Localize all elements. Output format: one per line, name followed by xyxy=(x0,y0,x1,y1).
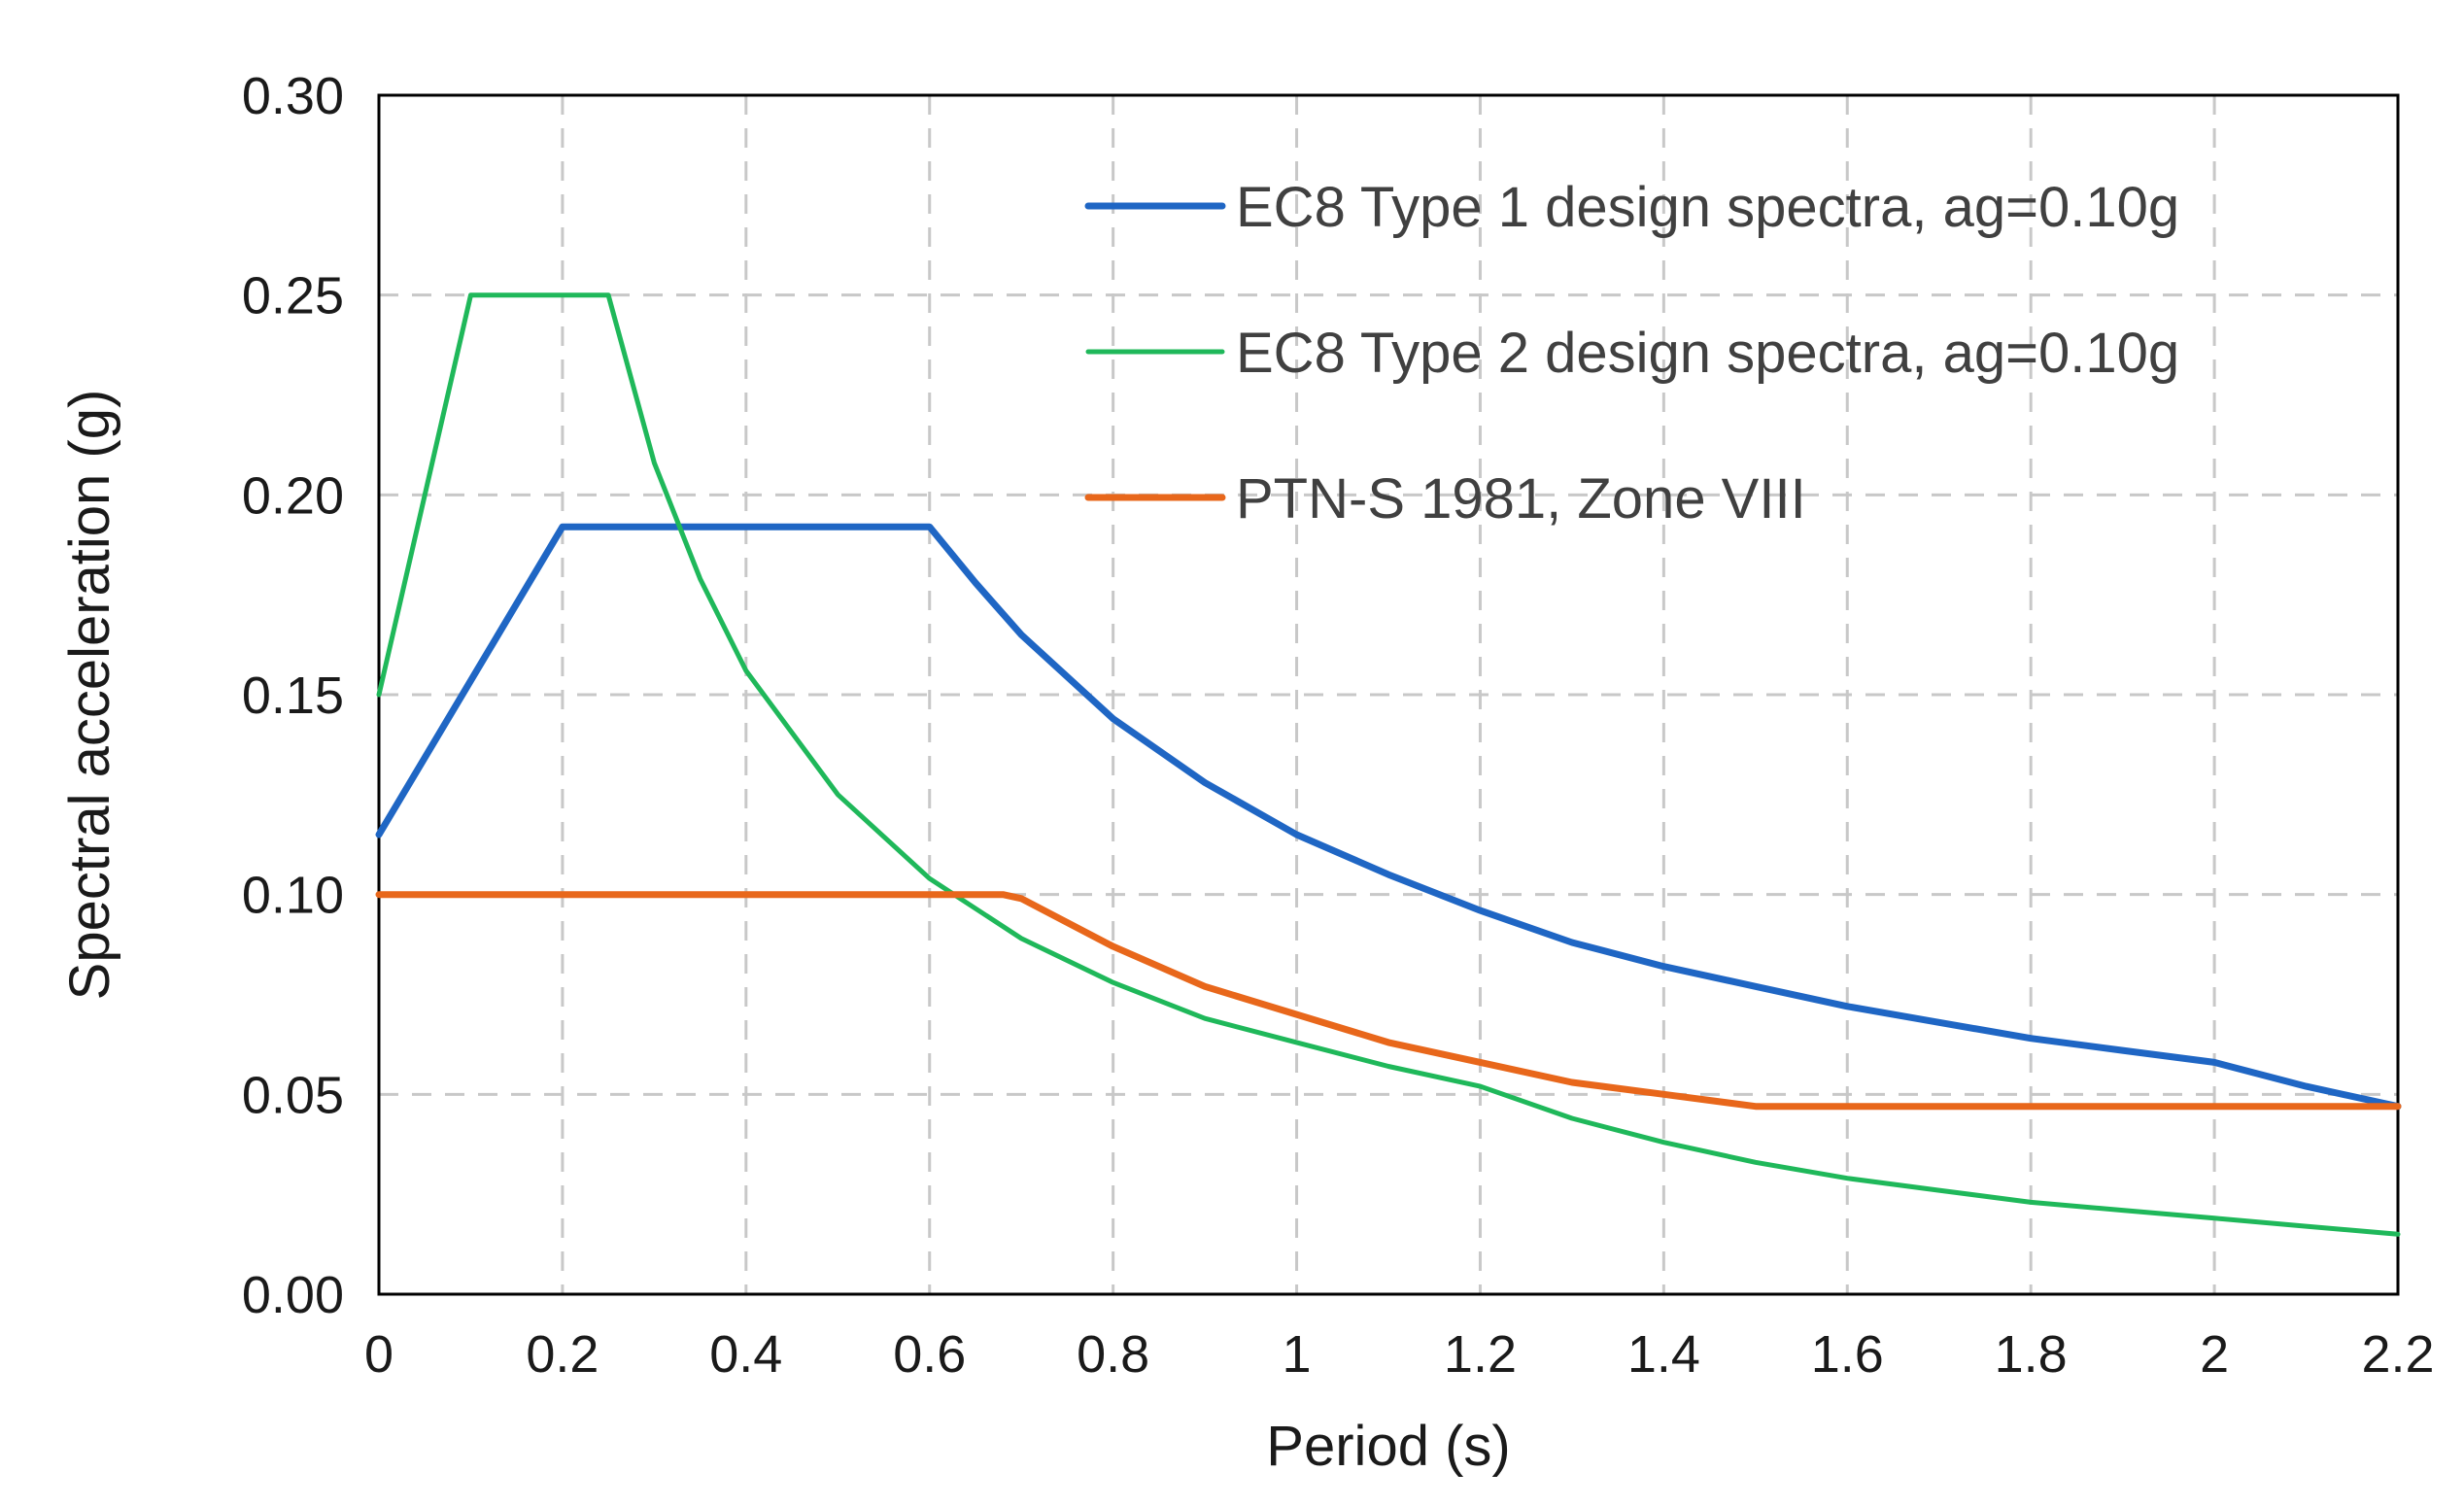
y-tick-label: 0.10 xyxy=(242,867,344,925)
x-tick-label: 1.6 xyxy=(1811,1325,1884,1384)
x-tick-label: 0.6 xyxy=(893,1325,966,1384)
x-tick-label: 2.2 xyxy=(2361,1325,2434,1384)
series-line-2 xyxy=(376,292,2401,1237)
x-tick-label: 1.8 xyxy=(1995,1325,2068,1384)
legend-label-3: PTN-S 1981, Zone VIII xyxy=(1236,467,1806,531)
y-tick-label: 0.15 xyxy=(242,667,344,725)
y-tick-label: 0.05 xyxy=(242,1066,344,1124)
x-tick-label: 1.2 xyxy=(1444,1325,1517,1384)
y-axis-title: Spectral acceleration (g) xyxy=(58,390,121,1001)
x-tick-label: 0.2 xyxy=(526,1325,599,1384)
legend-label-2: EC8 Type 2 design spectra, ag=0.10g xyxy=(1236,322,2179,385)
series-line-1 xyxy=(375,523,2402,1111)
legend: EC8 Type 1 design spectra, ag=0.10g EC8 T… xyxy=(1084,176,2179,531)
series-line-3 xyxy=(375,891,2402,1111)
x-tick-label: 0.8 xyxy=(1077,1325,1149,1384)
y-tick-label: 0.25 xyxy=(242,267,344,325)
x-tick-label: 1 xyxy=(1283,1325,1312,1384)
x-axis-ticks: 0 0.2 0.4 0.6 0.8 1 1.2 1.4 1.6 1.8 2 2.2 xyxy=(364,1325,2435,1384)
x-tick-label: 1.4 xyxy=(1627,1325,1700,1384)
x-tick-label: 0 xyxy=(364,1325,394,1384)
series-layer xyxy=(375,292,2402,1237)
x-tick-label: 0.4 xyxy=(709,1325,782,1384)
grid-lines xyxy=(379,95,2398,1294)
y-axis-ticks: 0.00 0.05 0.10 0.15 0.20 0.25 0.30 xyxy=(242,67,344,1324)
x-axis-title: Period (s) xyxy=(1266,1415,1510,1478)
legend-label-1: EC8 Type 1 design spectra, ag=0.10g xyxy=(1236,176,2179,239)
x-tick-label: 2 xyxy=(2200,1325,2229,1384)
y-tick-label: 0.20 xyxy=(242,466,344,525)
y-tick-label: 0.30 xyxy=(242,67,344,125)
y-tick-label: 0.00 xyxy=(242,1266,344,1324)
